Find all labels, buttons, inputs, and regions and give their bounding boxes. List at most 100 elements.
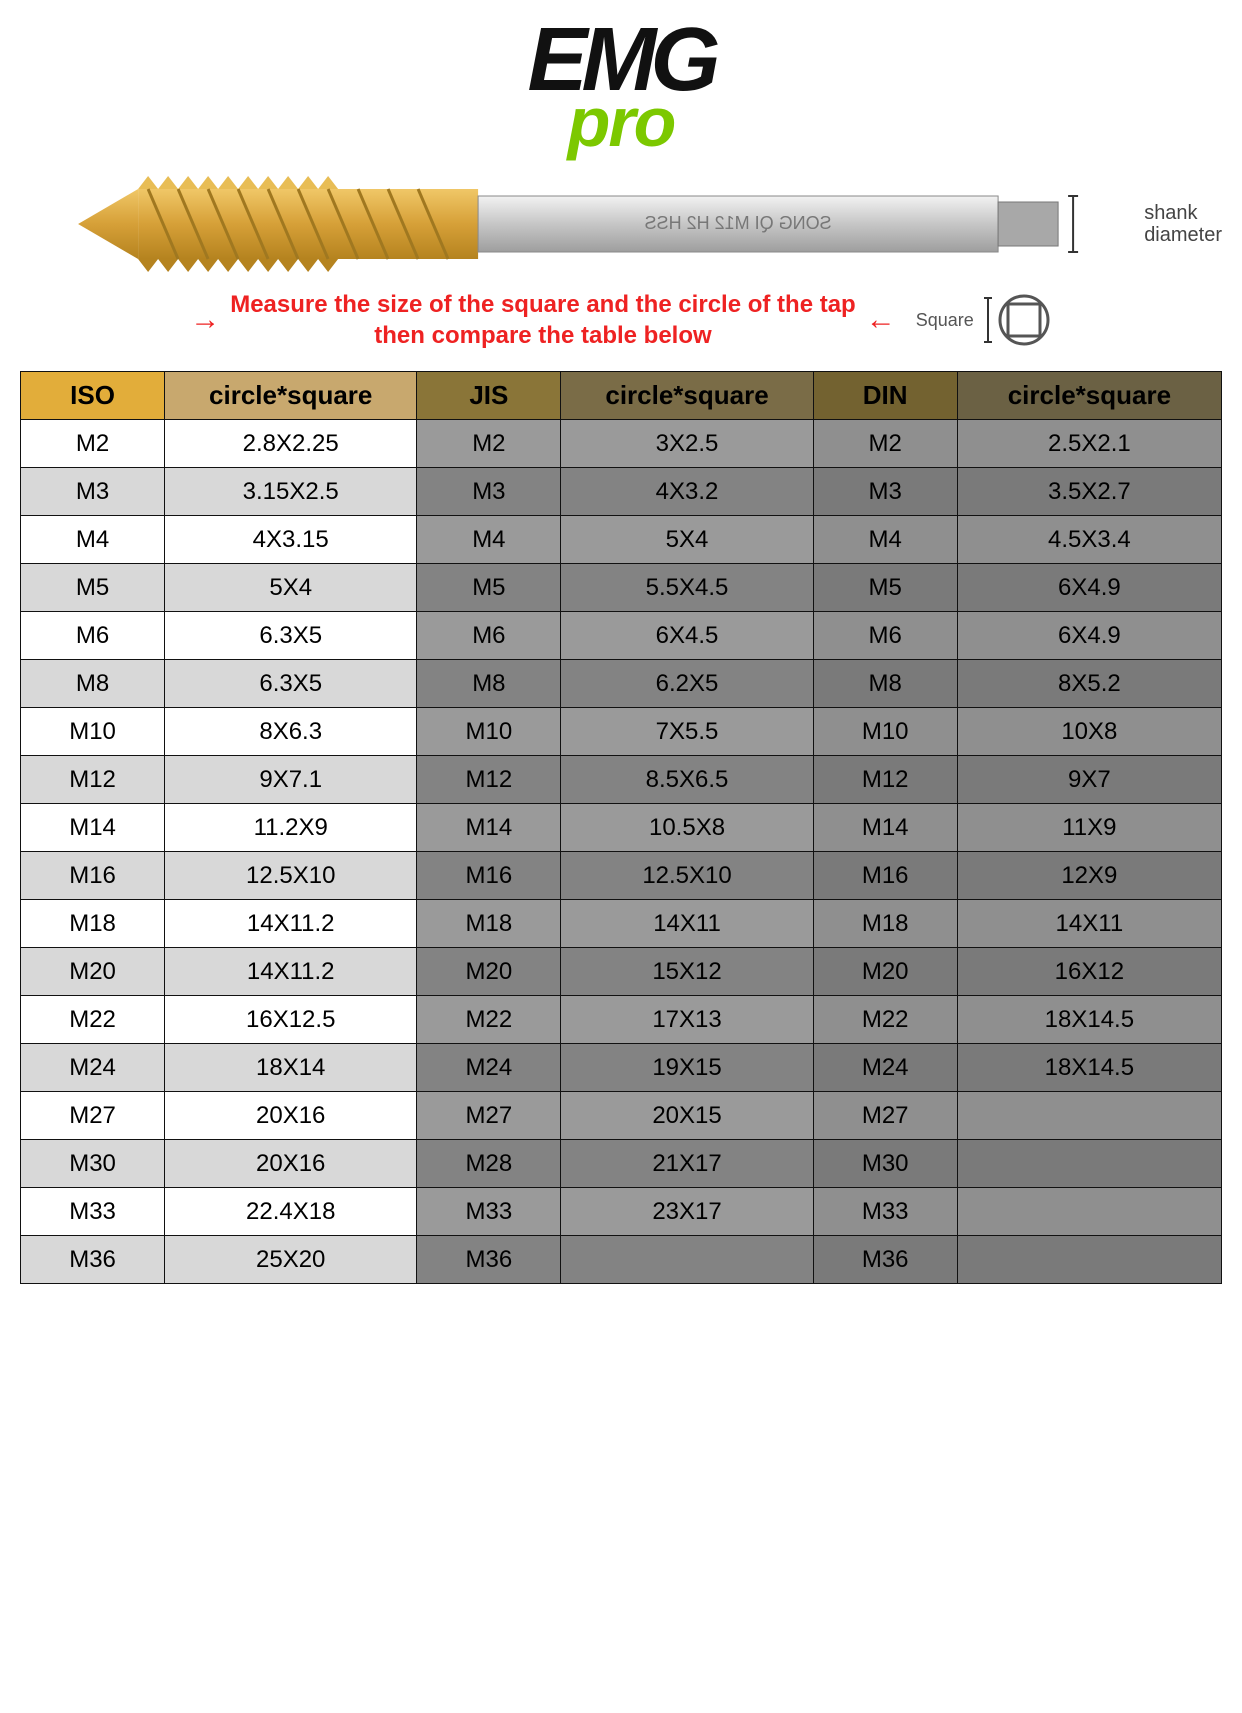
cell-din-cs: 6X4.9 [957,612,1221,660]
cell-iso: M4 [21,516,165,564]
cell-din-cs: 6X4.9 [957,564,1221,612]
table-row: M3020X16M2821X17M30 [21,1140,1222,1188]
cell-jis: M14 [417,804,561,852]
cell-din: M3 [813,468,957,516]
cell-iso: M16 [21,852,165,900]
table-row: M2720X16M2720X15M27 [21,1092,1222,1140]
cell-din-cs: 12X9 [957,852,1221,900]
cell-din: M10 [813,708,957,756]
cell-jis: M24 [417,1044,561,1092]
cell-iso-cs: 20X16 [165,1092,417,1140]
cell-iso: M12 [21,756,165,804]
table-row: M1814X11.2M1814X11M1814X11 [21,900,1222,948]
table-row: M1612.5X10M1612.5X10M1612X9 [21,852,1222,900]
arrow-left-icon: ← [866,303,896,337]
cell-iso-cs: 2.8X2.25 [165,420,417,468]
cell-iso: M14 [21,804,165,852]
cell-din: M16 [813,852,957,900]
cell-din: M36 [813,1236,957,1284]
cell-din: M18 [813,900,957,948]
cell-din: M33 [813,1188,957,1236]
cell-din: M14 [813,804,957,852]
cell-din-cs: 8X5.2 [957,660,1221,708]
header-iso-cs: circle*square [165,372,417,420]
cell-jis: M18 [417,900,561,948]
cell-iso-cs: 20X16 [165,1140,417,1188]
cell-iso: M6 [21,612,165,660]
cell-iso: M3 [21,468,165,516]
table-row: M2418X14M2419X15M2418X14.5 [21,1044,1222,1092]
cell-din-cs: 9X7 [957,756,1221,804]
cell-iso: M22 [21,996,165,1044]
cell-jis-cs: 5X4 [561,516,813,564]
table-row: M1411.2X9M1410.5X8M1411X9 [21,804,1222,852]
cell-din: M12 [813,756,957,804]
instruction-text: Measure the size of the square and the c… [230,289,856,351]
cell-jis: M6 [417,612,561,660]
cell-jis: M10 [417,708,561,756]
cell-jis: M4 [417,516,561,564]
cell-jis: M2 [417,420,561,468]
cell-jis-cs: 17X13 [561,996,813,1044]
cell-din-cs: 18X14.5 [957,1044,1221,1092]
cell-din: M27 [813,1092,957,1140]
cell-jis: M27 [417,1092,561,1140]
cell-din: M8 [813,660,957,708]
square-label: Square [916,310,974,331]
instruction-row: → Measure the size of the square and the… [20,289,1222,351]
cell-jis-cs: 14X11 [561,900,813,948]
shank-diameter-label: shankdiameter [1144,202,1222,246]
square-indicator: Square [916,290,1052,350]
cell-iso-cs: 16X12.5 [165,996,417,1044]
logo-line2: pro [20,91,1222,154]
cell-iso-cs: 22.4X18 [165,1188,417,1236]
cell-iso: M33 [21,1188,165,1236]
table-row: M2014X11.2M2015X12M2016X12 [21,948,1222,996]
cell-iso: M36 [21,1236,165,1284]
header-din-cs: circle*square [957,372,1221,420]
cell-jis-cs: 7X5.5 [561,708,813,756]
cell-iso: M8 [21,660,165,708]
header-iso: ISO [21,372,165,420]
cell-jis: M3 [417,468,561,516]
cell-jis-cs: 5.5X4.5 [561,564,813,612]
cell-jis-cs: 21X17 [561,1140,813,1188]
cell-jis-cs: 6.2X5 [561,660,813,708]
cell-din: M20 [813,948,957,996]
cell-din-cs: 11X9 [957,804,1221,852]
header-jis-cs: circle*square [561,372,813,420]
table-row: M86.3X5M86.2X5M88X5.2 [21,660,1222,708]
cell-iso: M24 [21,1044,165,1092]
cell-iso: M5 [21,564,165,612]
table-body: M22.8X2.25M23X2.5M22.5X2.1M33.15X2.5M34X… [21,420,1222,1284]
cell-iso-cs: 18X14 [165,1044,417,1092]
table-row: M55X4M55.5X4.5M56X4.9 [21,564,1222,612]
cell-din-cs [957,1236,1221,1284]
cell-iso: M2 [21,420,165,468]
cell-din-cs [957,1188,1221,1236]
cell-din: M30 [813,1140,957,1188]
cell-iso-cs: 14X11.2 [165,900,417,948]
cell-jis-cs: 20X15 [561,1092,813,1140]
tap-illustration-row: SONG QI M12 H2 HSS shankdiameter [20,174,1222,274]
table-row: M33.15X2.5M34X3.2M33.5X2.7 [21,468,1222,516]
cell-iso-cs: 5X4 [165,564,417,612]
cell-jis: M16 [417,852,561,900]
cell-din-cs: 10X8 [957,708,1221,756]
cell-jis-cs: 15X12 [561,948,813,996]
cell-jis: M33 [417,1188,561,1236]
cell-din-cs: 16X12 [957,948,1221,996]
cell-jis: M36 [417,1236,561,1284]
cell-iso: M18 [21,900,165,948]
table-row: M129X7.1M128.5X6.5M129X7 [21,756,1222,804]
table-row: M2216X12.5M2217X13M2218X14.5 [21,996,1222,1044]
header-din: DIN [813,372,957,420]
cell-jis-cs: 23X17 [561,1188,813,1236]
cell-iso: M10 [21,708,165,756]
cell-din-cs: 18X14.5 [957,996,1221,1044]
cell-jis-cs: 19X15 [561,1044,813,1092]
cell-iso: M30 [21,1140,165,1188]
cell-din-cs: 3.5X2.7 [957,468,1221,516]
cell-iso-cs: 6.3X5 [165,660,417,708]
table-row: M3322.4X18M3323X17M33 [21,1188,1222,1236]
